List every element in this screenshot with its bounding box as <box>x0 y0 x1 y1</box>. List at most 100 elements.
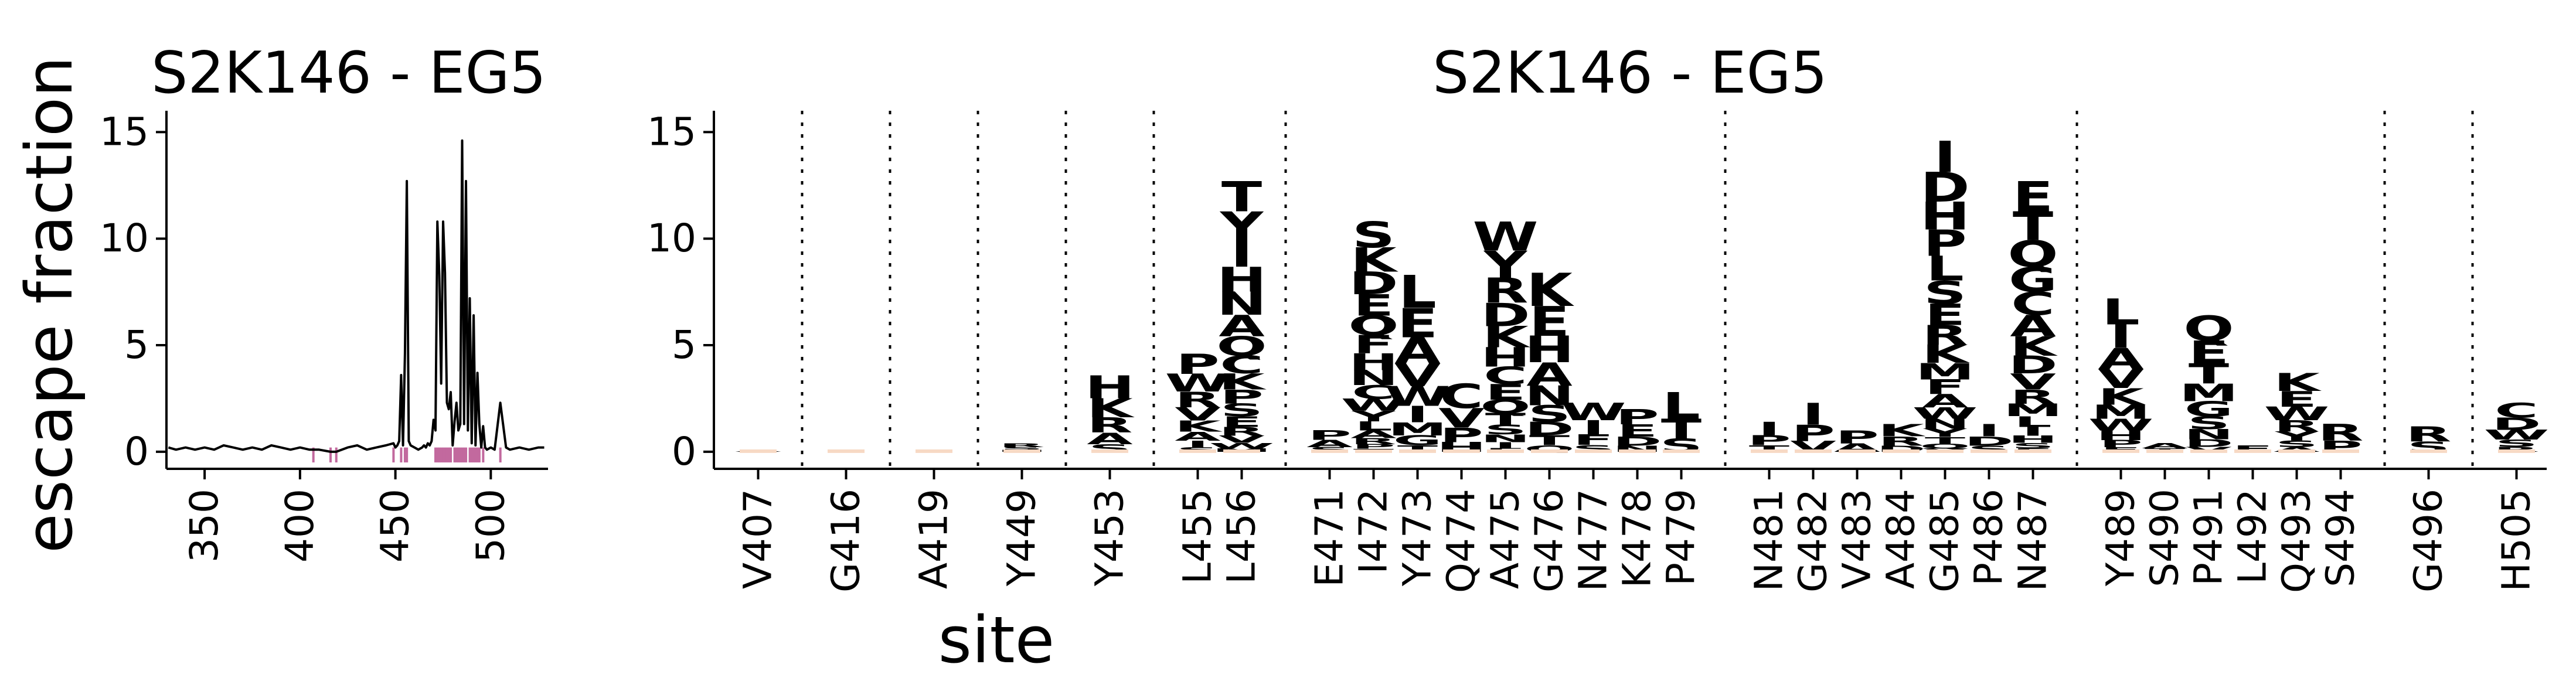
logo-letter-I472-D-2: D <box>1349 266 1398 302</box>
svg-text:P: P <box>1220 386 1263 408</box>
logo-letter-Y453-A-3: A <box>1087 430 1133 448</box>
svg-text:D: D <box>1524 418 1574 440</box>
svg-text:C: C <box>1220 351 1263 379</box>
right-panel-title: S2K146 - EG5 <box>1432 40 1828 107</box>
logo-letter-G476-N-4: N <box>1524 380 1574 412</box>
logo-letter-P491-E-1: E <box>2189 335 2229 372</box>
svg-text:Y: Y <box>1351 408 1396 425</box>
site-label-G485: G485 <box>1922 489 1968 592</box>
site-label-V483: V483 <box>1835 489 1880 589</box>
logo-letter-Q493-E-1: E <box>2276 387 2317 412</box>
logo-letter-L456-K-8: K <box>1219 369 1267 395</box>
logo-letter-K478-D-2: D <box>1612 434 1662 449</box>
svg-text:E: E <box>1617 421 1658 441</box>
logo-letter-N487-M-10: M <box>2003 400 2063 420</box>
svg-text:A: A <box>1219 309 1265 343</box>
svg-text:T: T <box>1221 173 1263 221</box>
svg-text:K: K <box>1526 264 1574 317</box>
svg-text:H: H <box>1217 260 1267 299</box>
logo-letter-N487-Q-2: Q <box>2007 233 2058 275</box>
site-label-V407: V407 <box>736 489 781 589</box>
logo-letter-N481-I-0: I <box>1758 418 1781 440</box>
baseline-residue-G485 <box>1927 449 1964 453</box>
baseline-residue-V407 <box>740 449 777 453</box>
left-x-tick-label-350: 350 <box>182 489 227 563</box>
site-label-A475: A475 <box>1483 489 1528 589</box>
svg-text:K: K <box>2010 331 2058 362</box>
highlight-band-483 <box>457 447 460 463</box>
logo-letter-L455-A-5: A <box>1175 430 1221 444</box>
logo-letter-H505-C-0: C <box>2495 399 2538 423</box>
svg-text:V: V <box>2098 365 2144 394</box>
svg-text:G: G <box>1393 433 1442 449</box>
svg-text:R: R <box>999 442 1044 448</box>
svg-text:G: G <box>2184 397 2233 421</box>
logo-letter-Y449-R-0: R <box>999 442 1044 448</box>
logo-letter-I472-C-8: C <box>1352 382 1395 403</box>
svg-text:Y: Y <box>2274 429 2319 443</box>
logo-letter-L455-P-0: P <box>1176 349 1219 381</box>
svg-text:M: M <box>2179 379 2238 407</box>
svg-text:K: K <box>1482 321 1531 355</box>
logo-letter-L455-W-1: W <box>1165 369 1231 397</box>
svg-text:A: A <box>1087 430 1133 448</box>
highlight-band-473 <box>438 447 441 463</box>
logo-letter-Q493-R-3: R <box>2274 417 2319 435</box>
svg-text:R: R <box>1219 425 1264 439</box>
site-label-Q474: Q474 <box>1439 489 1484 593</box>
svg-text:S: S <box>2495 438 2538 449</box>
logo-letter-L456-Q-6: Q <box>1216 331 1267 362</box>
logo-letter-P491-S-5: S <box>2187 413 2230 433</box>
svg-text:L: L <box>1926 250 1964 289</box>
svg-text:N: N <box>1481 432 1530 445</box>
svg-text:H: H <box>1920 195 1970 239</box>
svg-text:I: I <box>1934 132 1956 182</box>
right-y-tick-label-0: 0 <box>672 429 696 474</box>
baseline-residue-L492 <box>2234 449 2271 453</box>
site-label-G482: G482 <box>1791 489 1836 592</box>
logo-letter-Y489-H-7: H <box>2096 428 2146 444</box>
site-label-P479: P479 <box>1659 489 1704 586</box>
site-label-N477: N477 <box>1571 489 1616 591</box>
logo-letter-L456-Y-1: Y <box>1220 204 1264 250</box>
baseline-residue-S490 <box>2146 449 2183 453</box>
highlight-band-471 <box>434 447 437 463</box>
svg-text:P: P <box>1615 405 1659 430</box>
logo-letter-G476-D-6: D <box>1524 418 1574 440</box>
logo-letter-P479-L-0: L <box>1662 385 1700 427</box>
svg-text:Q: Q <box>1480 396 1530 417</box>
svg-text:E: E <box>1221 413 1262 430</box>
logo-letter-Y489-L-0: L <box>2102 291 2140 333</box>
site-label-P486: P486 <box>1966 489 2012 586</box>
logo-letter-I472-Q-4: Q <box>1348 310 1398 342</box>
svg-text:A: A <box>1175 430 1221 444</box>
highlight-band-474 <box>440 447 443 463</box>
svg-text:E: E <box>2013 173 2053 221</box>
svg-text:S: S <box>1484 423 1527 438</box>
baseline-residue-Y473 <box>1399 449 1436 453</box>
svg-text:R: R <box>2318 420 2363 447</box>
svg-text:F: F <box>1925 376 1965 399</box>
svg-text:N: N <box>1217 286 1267 323</box>
logo-letter-L455-V-3: V <box>1175 404 1221 425</box>
logo-letter-N487-L-11: L <box>2014 413 2052 430</box>
logo-letter-A484-R-1: R <box>1878 434 1924 449</box>
left-y-tick-label-15: 15 <box>100 109 149 154</box>
logo-letter-P479-T-1: T <box>1661 413 1702 445</box>
svg-text:D: D <box>2008 351 2057 379</box>
logo-letter-I472-A-12: A <box>1350 428 1397 441</box>
svg-text:W: W <box>1209 441 1275 450</box>
baseline-residue-G416 <box>828 449 865 453</box>
site-label-N481: N481 <box>1747 489 1792 591</box>
logo-letter-G476-S-5: S <box>1528 401 1571 428</box>
baseline-residue-H505 <box>2498 449 2535 453</box>
svg-text:F: F <box>1353 331 1394 359</box>
site-label-G496: G496 <box>2406 489 2451 592</box>
site-label-S494: S494 <box>2318 489 2363 587</box>
highlight-band-477 <box>445 447 448 463</box>
svg-text:K: K <box>2098 384 2146 410</box>
site-label-H505: H505 <box>2494 489 2539 592</box>
svg-text:K: K <box>1219 369 1267 395</box>
left-x-tick-label-400: 400 <box>277 489 322 563</box>
